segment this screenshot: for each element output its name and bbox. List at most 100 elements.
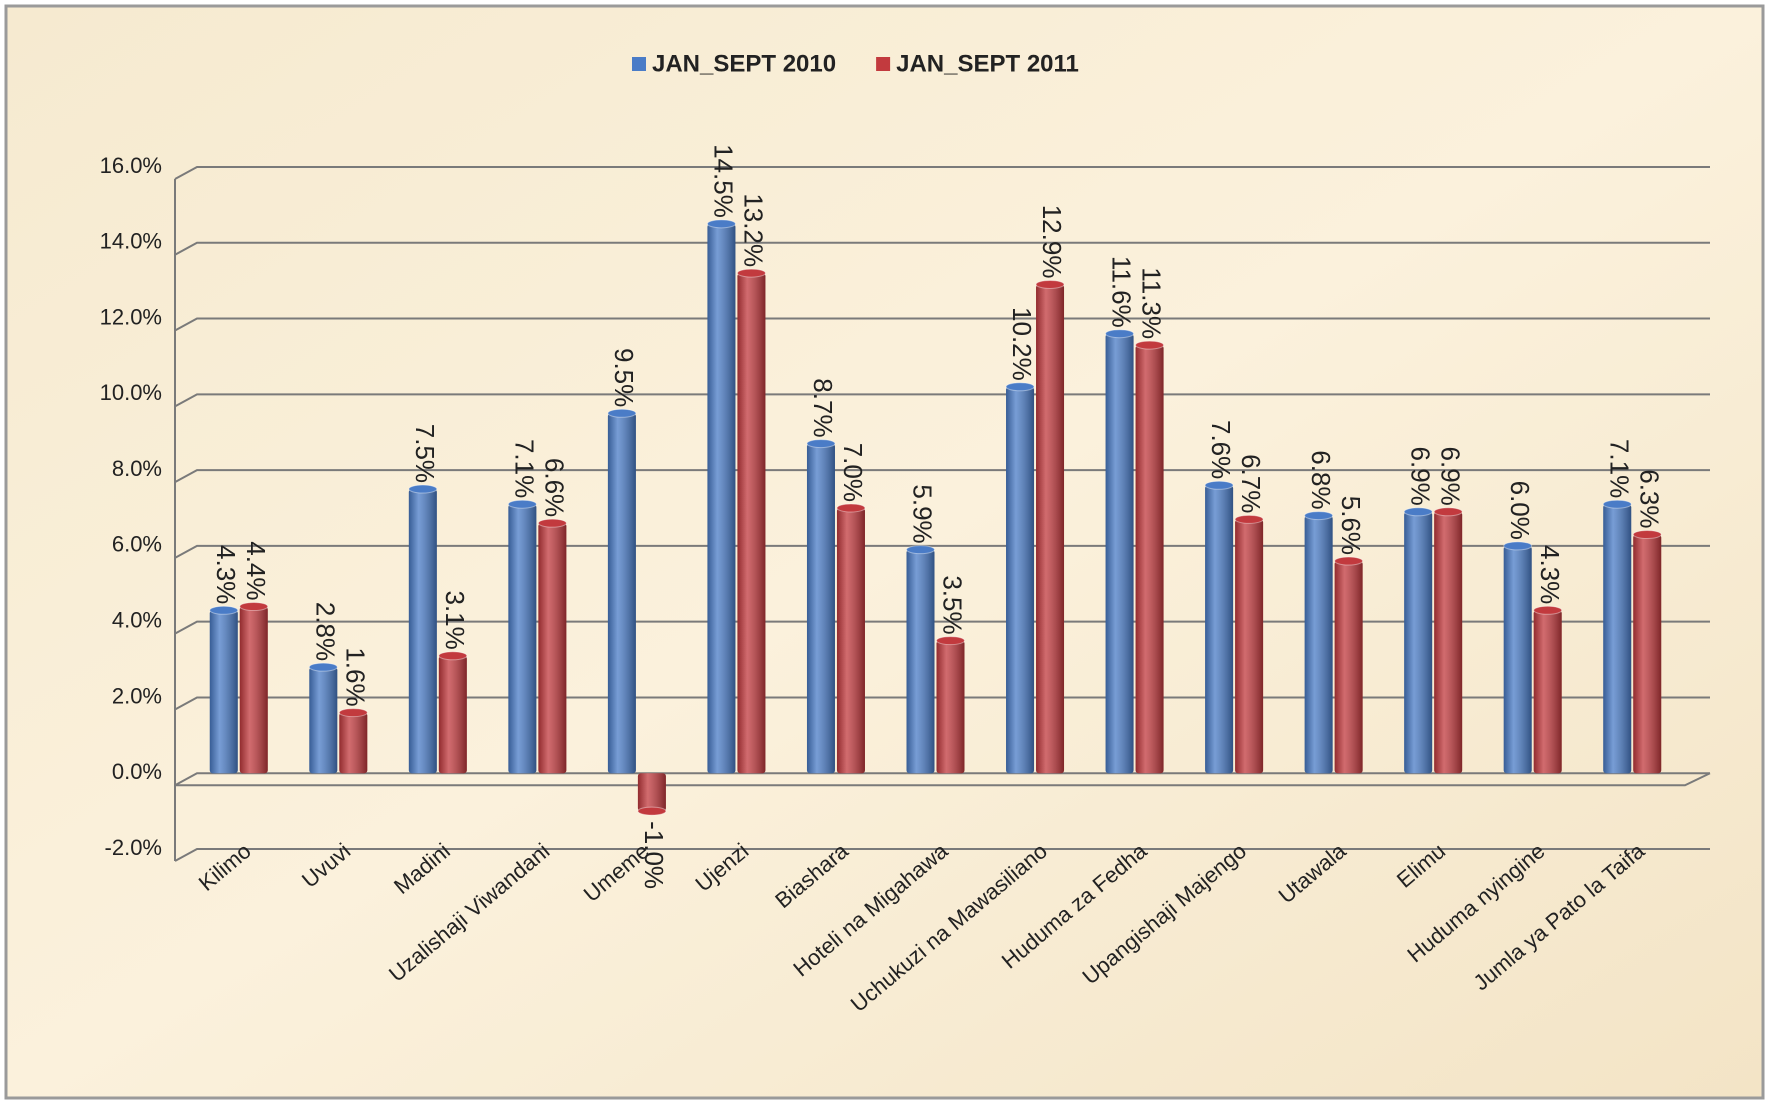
data-label: 9.5% — [609, 348, 639, 407]
x-axis — [175, 772, 1711, 787]
bar-cap — [537, 518, 567, 528]
data-label: 2.8% — [310, 602, 340, 661]
legend-label: JAN_SEPT 2011 — [896, 50, 1079, 77]
bar-shade — [1404, 511, 1433, 774]
data-label: 6.9% — [1405, 447, 1435, 506]
bar-shade — [339, 712, 368, 774]
data-label: 4.3% — [1535, 545, 1565, 604]
data-label: 6.9% — [1435, 447, 1465, 506]
data-label: 7.0% — [838, 443, 868, 502]
data-label: 14.5% — [709, 144, 739, 218]
data-label: -1.0% — [639, 821, 669, 889]
bar-shade — [607, 413, 636, 774]
bar-shade — [906, 549, 935, 774]
bar-shade — [637, 773, 666, 812]
bar-cap — [706, 219, 736, 229]
bar-cap — [1632, 530, 1662, 540]
data-label: 3.5% — [938, 575, 968, 634]
bar-shade — [1334, 561, 1363, 774]
bar-shade — [508, 504, 537, 774]
data-label: 7.1% — [509, 439, 539, 498]
y-tick-label: 6.0% — [112, 532, 162, 557]
bar-cap — [239, 602, 269, 612]
data-label: 6.8% — [1306, 450, 1336, 509]
y-tick-label: 0.0% — [112, 759, 162, 784]
bar-shade — [1105, 333, 1134, 774]
bar-shade — [1434, 511, 1463, 774]
bar-cap — [408, 484, 438, 494]
bar-shade — [239, 606, 268, 774]
data-label: 8.7% — [808, 378, 838, 437]
grid-line — [174, 241, 1710, 256]
bar-shade — [806, 443, 835, 774]
data-label: 6.7% — [1236, 454, 1266, 513]
bar-cap — [607, 408, 637, 418]
bar-shade — [538, 523, 567, 774]
data-label: 6.3% — [1634, 469, 1664, 528]
bar-shade — [936, 640, 965, 774]
legend-swatch — [876, 57, 891, 71]
bar-cap — [1234, 514, 1264, 524]
data-label: 7.5% — [410, 424, 440, 483]
data-label: 10.2% — [1007, 307, 1037, 381]
bar-shade — [209, 610, 238, 774]
bar-cap — [1304, 511, 1334, 521]
bar-shade — [1503, 545, 1532, 774]
legend-label: JAN_SEPT 2010 — [652, 50, 836, 77]
y-tick-label: 14.0% — [100, 229, 162, 254]
y-tick-label: 8.0% — [112, 456, 162, 481]
data-label: 1.6% — [340, 647, 370, 706]
bar-cap — [507, 499, 537, 509]
grid-line — [174, 469, 1710, 483]
grid-line — [174, 317, 1710, 332]
bar-shade — [1235, 519, 1264, 774]
bar-cap — [438, 651, 468, 661]
data-label: 5.6% — [1336, 496, 1366, 555]
data-label: 13.2% — [739, 193, 769, 267]
bar-shade — [309, 667, 338, 774]
bar-shade — [1135, 345, 1164, 774]
data-label: 3.1% — [440, 591, 470, 650]
bar-cap — [836, 503, 866, 513]
y-tick-label: 2.0% — [112, 683, 162, 708]
bar-cap — [1204, 480, 1234, 490]
y-tick-label: -2.0% — [105, 835, 162, 860]
bar-cap — [338, 708, 368, 718]
data-label: 11.3% — [1137, 267, 1167, 339]
data-label: 4.4% — [241, 541, 271, 600]
bar-cap — [637, 806, 667, 816]
bar-cap — [209, 605, 239, 615]
y-tick-label: 12.0% — [100, 304, 162, 329]
bar-cap — [736, 268, 766, 278]
bar-shade — [836, 508, 865, 774]
bar-shade — [408, 489, 437, 774]
bar-shade — [1633, 534, 1662, 774]
bar-cap — [1533, 605, 1563, 615]
y-tick-label: 4.0% — [112, 607, 162, 632]
bar-shade — [737, 273, 766, 774]
bar-shade — [1205, 485, 1234, 774]
data-label: 7.1% — [1604, 439, 1634, 498]
bar-shade — [1006, 386, 1035, 774]
bar-cap — [906, 545, 935, 555]
y-tick-label: 10.0% — [100, 380, 162, 405]
legend-swatch — [632, 57, 646, 71]
bar-cap — [308, 662, 338, 672]
bar-cap — [1403, 507, 1433, 517]
bar-cap — [1433, 507, 1463, 517]
bar-cap — [1135, 340, 1165, 350]
data-label: 11.6% — [1107, 256, 1137, 328]
bar-cap — [1602, 499, 1632, 509]
data-label: 5.9% — [908, 484, 938, 543]
data-label: 6.0% — [1505, 481, 1535, 540]
bar-cap — [1334, 556, 1364, 566]
data-label: 4.3% — [211, 545, 241, 604]
bar-cap — [1503, 541, 1533, 551]
bar-shade — [1533, 610, 1562, 774]
data-label: 12.9% — [1037, 205, 1067, 279]
grid-line — [174, 772, 1710, 787]
bar-cap — [806, 439, 836, 449]
bar-cap — [936, 636, 965, 646]
